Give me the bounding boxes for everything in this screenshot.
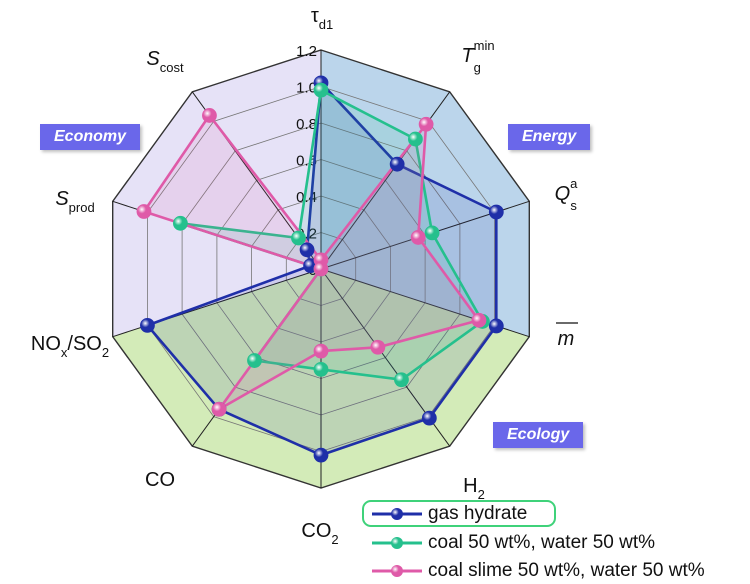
axis-label-sub: prod <box>69 200 95 215</box>
axis-label: Qa s <box>555 176 579 213</box>
series-point <box>140 317 155 333</box>
series-point <box>424 225 440 241</box>
series-point <box>313 361 329 377</box>
legend-item-coal-slime: coal slime 50 wt%, water 50 wt% <box>362 557 705 584</box>
energy-badge: Energy <box>508 124 591 150</box>
sector-backgrounds <box>112 50 530 488</box>
series-point <box>299 242 315 258</box>
axis-label-main: CO <box>145 469 175 491</box>
axis-label-main: Q <box>555 183 571 205</box>
series-point <box>471 312 487 328</box>
axis-label-main: CO <box>301 520 331 542</box>
series-point <box>211 401 227 417</box>
legend: gas hydrate coal 50 wt%, water 50 wt% co… <box>362 500 750 583</box>
axis-label-main: τ <box>311 5 319 27</box>
tick-label: 1.2 <box>296 43 317 60</box>
axis-label: Tmin g <box>461 38 494 75</box>
axis-label: Sprod <box>55 188 94 215</box>
axis-label-sub: s <box>570 198 577 213</box>
axis-label: CO <box>145 469 175 491</box>
tick-label: 1.0 <box>296 80 317 97</box>
series-point <box>313 261 329 277</box>
legend-label: coal 50 wt%, water 50 wt% <box>428 531 656 553</box>
series-point <box>488 318 504 334</box>
economy-badge: Economy <box>40 124 141 150</box>
tick-label: 0.8 <box>296 116 317 133</box>
axis-label-sup: a <box>570 176 578 191</box>
axis-label-main: H <box>463 475 477 497</box>
legend-marker-gas-hydrate <box>372 507 422 520</box>
series-point <box>291 230 306 246</box>
legend-item-coal: coal 50 wt%, water 50 wt% <box>362 529 655 556</box>
axis-label: CO2 <box>301 520 338 547</box>
series <box>136 75 504 463</box>
axis-label: H2 <box>463 475 485 502</box>
axis-label-sub: 2 <box>478 487 485 502</box>
axis-label-sub: g <box>474 60 481 75</box>
axis-label-main: T <box>461 45 475 67</box>
legend-label: gas hydrate <box>428 502 528 524</box>
series-point <box>410 230 426 245</box>
axis-label-main: S <box>146 48 160 70</box>
series-point <box>418 116 434 132</box>
axis-label-sub: 2 <box>331 532 338 547</box>
axis-label: m <box>558 328 575 350</box>
axis-label-main: NO <box>31 333 61 355</box>
axis-label-sub: d1 <box>319 17 333 32</box>
axis-label-tail: /SO <box>67 333 101 355</box>
legend-highlight-box <box>362 500 556 527</box>
axis-label-sub: 2 <box>102 345 109 360</box>
series-point <box>202 108 217 123</box>
series-point <box>136 204 152 219</box>
series-point <box>313 447 329 463</box>
series-point <box>389 156 405 172</box>
series-point <box>370 339 386 355</box>
legend-marker-coal-slime <box>372 564 422 577</box>
axis-label: τd1 <box>311 5 333 32</box>
series-point <box>313 82 329 98</box>
axis-label-sub: cost <box>160 60 184 75</box>
series-point <box>394 372 409 388</box>
axis-label-sup: min <box>474 38 495 53</box>
series-point <box>173 215 188 231</box>
axis-label-sub: x <box>61 345 68 360</box>
axis-label-main: S <box>55 188 69 210</box>
ecology-badge: Ecology <box>493 422 584 448</box>
axis-label-main: m <box>558 328 575 350</box>
series-point <box>488 204 504 220</box>
sector-economy <box>112 50 321 337</box>
legend-marker-coal <box>372 536 422 549</box>
axis-label: Scost <box>146 48 184 75</box>
series-point <box>313 343 329 359</box>
series-point <box>421 410 437 426</box>
legend-label: coal slime 50 wt%, water 50 wt% <box>428 559 705 581</box>
series-point <box>247 353 262 368</box>
axis-label: NOx/SO2 <box>31 333 109 360</box>
legend-item-gas-hydrate: gas hydrate <box>362 500 527 527</box>
series-point <box>407 131 423 147</box>
